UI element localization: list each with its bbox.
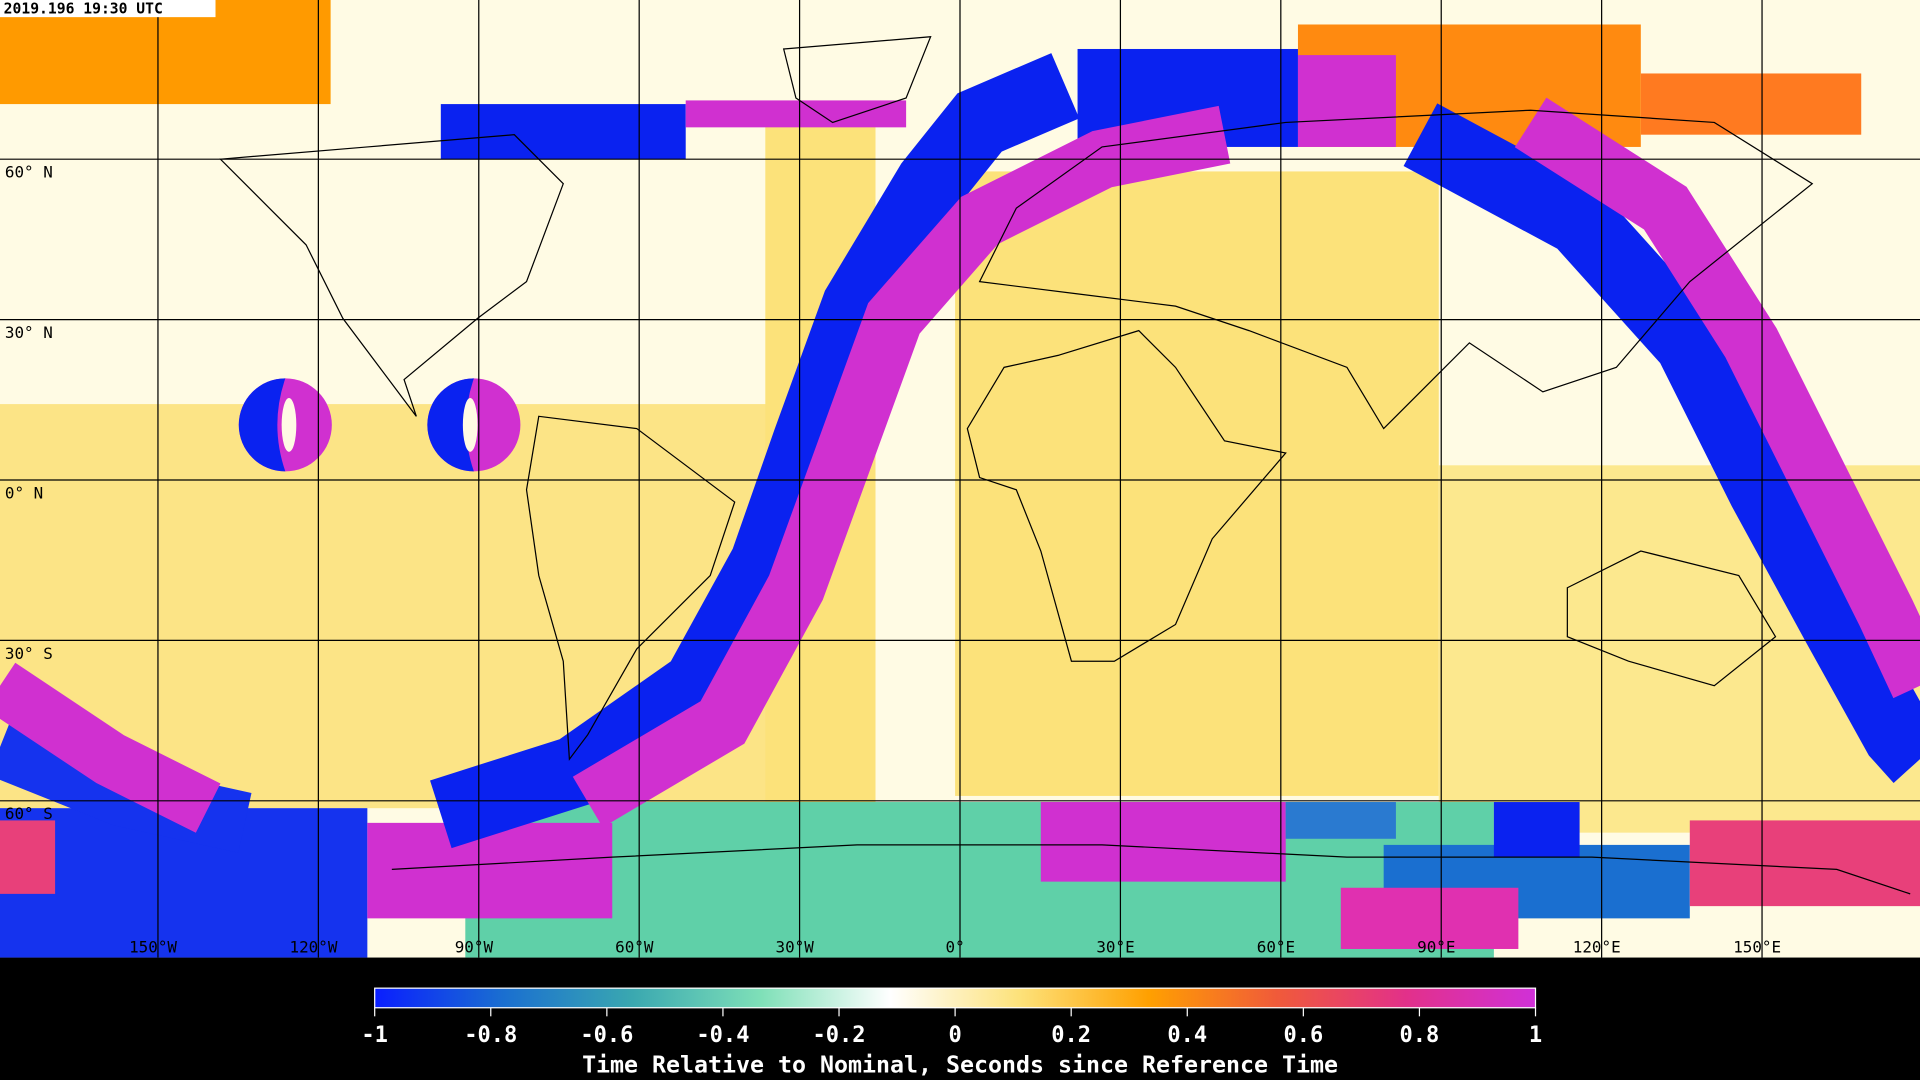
- colorbar-tick-label: -0.6: [580, 1023, 633, 1048]
- longitude-label: 120°E: [1573, 938, 1621, 957]
- colorbar-tick-label: -1: [361, 1023, 388, 1048]
- colorbar-tick-label: 0.4: [1167, 1023, 1207, 1048]
- graticule: 60° N 30° N 0° N 30° S 60° S 150°W 120°W 90°W 60…: [0, 0, 1920, 958]
- colorbar-tick-label: -0.8: [464, 1023, 517, 1048]
- colorbar: -1 -0.8 -0.6 -0.4 -0.2 0 0.2 0.4 0.6 0.8 1: [361, 987, 1542, 1048]
- latitude-label: 30° S: [5, 644, 53, 663]
- colorbar-tick-label: 1: [1529, 1023, 1542, 1048]
- longitude-label: 90°E: [1417, 938, 1455, 957]
- latitude-label: 60° N: [5, 163, 53, 182]
- timestamp-box: [0, 0, 216, 18]
- colorbar-label: Time Relative to Nominal, Seconds since …: [582, 1052, 1338, 1079]
- colorbar-ramp: [374, 987, 1537, 1009]
- longitude-label: 90°W: [455, 938, 494, 957]
- longitude-label: 60°E: [1257, 938, 1295, 957]
- timestamp: 2019.196 19:30 UTC: [4, 0, 163, 17]
- longitude-label: 30°E: [1096, 938, 1134, 957]
- colorbar-tick-label: 0.2: [1051, 1023, 1091, 1048]
- colorbar-tick-label: -0.4: [696, 1023, 749, 1048]
- longitude-label: 60°W: [615, 938, 654, 957]
- longitude-label: 120°W: [290, 938, 338, 957]
- longitude-label: 150°E: [1733, 938, 1781, 957]
- longitude-label: 30°W: [776, 938, 815, 957]
- colorbar-tick-label: -0.2: [812, 1023, 865, 1048]
- latitude-label: 0° N: [5, 483, 43, 502]
- colorbar-tick-label: 0.6: [1283, 1023, 1323, 1048]
- latitude-label: 30° N: [5, 323, 53, 342]
- longitude-label: 150°W: [129, 938, 177, 957]
- longitude-label: 0°: [946, 938, 965, 957]
- colorbar-tick-label: 0: [948, 1023, 961, 1048]
- latitude-label: 60° S: [5, 804, 53, 823]
- colorbar-tick-label: 0.8: [1400, 1023, 1440, 1048]
